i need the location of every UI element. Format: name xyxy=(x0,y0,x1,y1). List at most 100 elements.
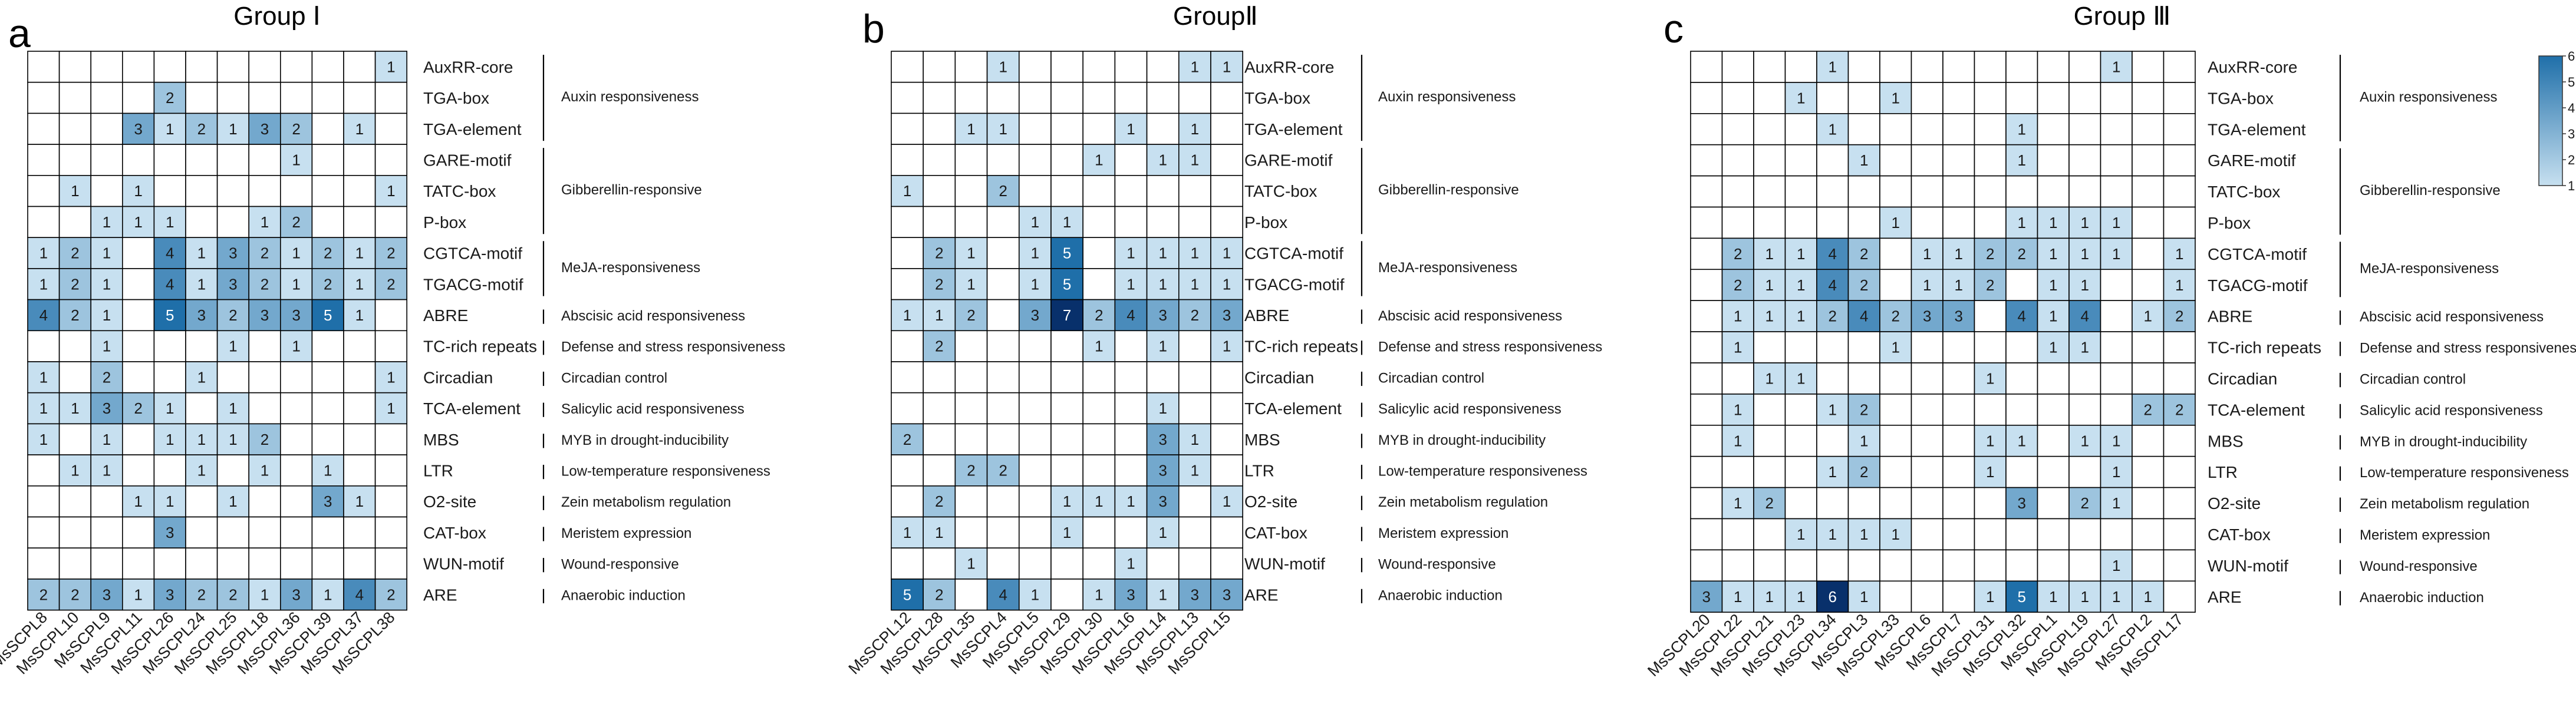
heatmap-cell xyxy=(1784,237,1817,270)
heatmap-cell xyxy=(1784,269,1817,301)
cell-value-label: 1 xyxy=(1955,245,1963,263)
group-label: Auxin responsiveness xyxy=(1378,89,1516,105)
cell-value-label: 1 xyxy=(1031,275,1039,293)
heatmap-cell xyxy=(1146,206,1180,239)
heatmap-cell xyxy=(343,51,376,83)
cell-value-label: 1 xyxy=(1765,308,1774,325)
cell-value-label: 1 xyxy=(2081,432,2089,449)
group-label: Anaerobic induction xyxy=(2360,590,2484,606)
heatmap-cell xyxy=(1721,175,1754,208)
cell-value-label: 1 xyxy=(1986,588,1994,606)
heatmap-cell xyxy=(1019,423,1052,455)
heatmap-cell xyxy=(1721,269,1754,301)
heatmap-cell xyxy=(1942,82,1975,114)
cell-value-label: 2 xyxy=(387,275,395,293)
heatmap-cell xyxy=(2132,331,2165,363)
heatmap-cell xyxy=(343,330,376,362)
row-label: TCA-element xyxy=(2208,401,2305,419)
heatmap-cell xyxy=(90,51,123,83)
heatmap-cell xyxy=(1690,394,1723,426)
heatmap-cell xyxy=(1847,580,1880,613)
heatmap-cell xyxy=(248,392,281,425)
heatmap-cell xyxy=(2068,549,2101,582)
heatmap-cell xyxy=(1910,113,1943,146)
heatmap-cell xyxy=(185,237,218,269)
heatmap-cell xyxy=(1690,362,1723,395)
cell-value-label: 1 xyxy=(71,399,79,417)
heatmap-cell xyxy=(2163,549,2196,582)
row-label: Circadian xyxy=(1244,368,1314,386)
cell-value-label: 1 xyxy=(39,275,48,293)
row-label: AuxRR-core xyxy=(1244,58,1334,76)
heatmap-cell xyxy=(90,144,123,176)
heatmap-cell xyxy=(279,268,313,300)
heatmap-cell xyxy=(90,485,123,518)
cell-value-label: 1 xyxy=(2049,308,2057,325)
heatmap-cell xyxy=(954,81,988,114)
heatmap-cell xyxy=(185,516,218,549)
cell-value-label: 3 xyxy=(1955,308,1963,325)
row-label: P-box xyxy=(423,213,466,232)
colorbar-tick-label: 3 xyxy=(2568,127,2575,141)
heatmap-cell xyxy=(891,174,924,207)
heatmap-cell xyxy=(1942,518,1975,551)
heatmap-cell xyxy=(1210,144,1244,176)
heatmap-cell xyxy=(374,237,407,269)
group-label: Defense and stress responsiveness xyxy=(561,339,785,355)
colorbar-tick-label: 4 xyxy=(2568,101,2575,115)
heatmap-cell xyxy=(1753,549,1786,582)
row-label: Circadian xyxy=(423,368,493,386)
heatmap-cell xyxy=(343,144,376,176)
heatmap-cell xyxy=(1753,362,1786,395)
cell-value-label: 1 xyxy=(1191,58,1199,75)
heatmap-cell xyxy=(1879,424,1912,457)
cell-value-label: 6 xyxy=(1829,588,1837,606)
cell-value-label: 1 xyxy=(903,524,911,541)
heatmap-cell xyxy=(2163,300,2196,332)
heatmap-cell xyxy=(923,206,956,239)
heatmap-cell xyxy=(374,485,407,518)
cell-value-label: 2 xyxy=(261,275,269,293)
group-label: Abscisic acid responsiveness xyxy=(2360,309,2544,325)
cell-value-label: 1 xyxy=(1158,275,1167,293)
cell-value-label: 3 xyxy=(1126,586,1135,603)
heatmap-cell xyxy=(1816,424,1849,457)
heatmap-cell xyxy=(248,174,281,207)
heatmap-cell xyxy=(27,330,60,362)
heatmap-cell xyxy=(1210,330,1244,362)
heatmap-cell xyxy=(1879,113,1912,146)
heatmap-cell xyxy=(954,330,988,362)
heatmap-cell xyxy=(1784,175,1817,208)
cell-value-label: 1 xyxy=(1063,493,1071,510)
group-label: Zein metabolism regulation xyxy=(561,494,731,510)
heatmap-cell xyxy=(1210,392,1244,425)
heatmap-cell xyxy=(1974,206,2007,239)
heatmap-cell xyxy=(248,81,281,114)
group-label: Auxin responsiveness xyxy=(2360,89,2497,105)
heatmap-cell xyxy=(2132,394,2165,426)
cell-value-label: 2 xyxy=(229,306,237,324)
colorbar: 1 2 3 4 5 6 xyxy=(2538,49,2575,193)
heatmap-cell xyxy=(1816,487,1849,520)
row-label: CAT-box xyxy=(2208,525,2271,544)
heatmap-cell xyxy=(2100,424,2133,457)
panel-a-column-labels: MsSCPL8MsSCPL10MsSCPL9MsSCPL11MsSCPL26Ms… xyxy=(0,609,398,678)
heatmap-cell xyxy=(311,51,344,83)
row-label: TC-rich repeats xyxy=(423,338,537,356)
heatmap-cell xyxy=(216,516,250,549)
heatmap-cell xyxy=(986,454,1020,487)
heatmap-cell xyxy=(374,579,407,611)
heatmap-cell xyxy=(1910,549,1943,582)
colorbar-tick-label: 6 xyxy=(2568,49,2575,64)
heatmap-cell xyxy=(923,81,956,114)
panel-c-letter: c xyxy=(1663,6,1684,51)
heatmap-cell xyxy=(1942,362,1975,395)
heatmap-cell xyxy=(1019,579,1052,611)
row-label: AuxRR-core xyxy=(2208,58,2297,76)
heatmap-cell xyxy=(1721,331,1754,363)
heatmap-cell xyxy=(1879,237,1912,270)
heatmap-cell xyxy=(216,454,250,487)
heatmap-cell xyxy=(2037,175,2070,208)
cell-value-label: 1 xyxy=(166,213,174,231)
heatmap-cell xyxy=(185,392,218,425)
